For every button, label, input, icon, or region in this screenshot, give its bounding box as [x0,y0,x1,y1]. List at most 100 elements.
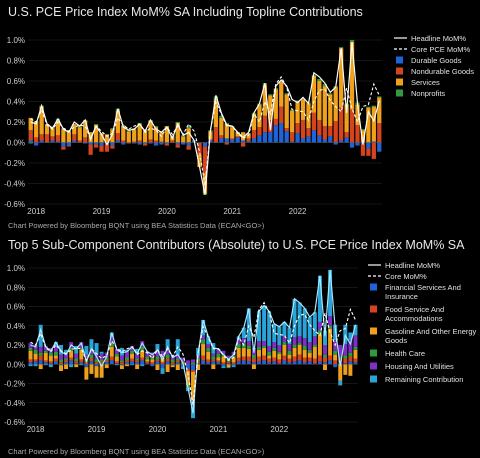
y-tick-label: -0.4% [4,180,25,189]
bar-segment [33,349,38,354]
bar-segment [343,364,348,375]
bar-segment [164,143,170,146]
bar-segment [284,94,289,129]
bar-segment [66,131,71,143]
bar-segment [99,351,104,354]
bar-segment [312,363,317,365]
legend-label: Goods [385,336,407,345]
bar-segment [39,140,44,143]
bar-segment [282,336,287,343]
bar-segment [170,362,175,365]
bar-segment [201,335,206,340]
bar-segment [292,356,297,362]
bar-segment [170,135,175,137]
bar-segment [125,364,129,367]
bar-segment [262,360,267,365]
bar-segment [208,140,213,143]
y-tick-label: -0.6% [4,200,25,209]
bar-segment [114,348,119,354]
bar-segment [371,141,376,143]
legend-swatch [396,89,403,97]
bar-segment [155,356,160,360]
bar-segment [175,354,180,359]
bar-segment [297,302,302,337]
bar-segment [125,362,129,365]
bar-segment [306,128,311,137]
bar-segment [43,362,48,365]
legend-label: Accommodations [385,314,443,323]
bar-segment [295,123,300,134]
x-tick-label: 2018 [27,207,45,216]
bar-segment [267,311,272,346]
bar-segment [39,134,44,141]
bar-segment [125,349,129,352]
bar-segment [140,350,145,358]
bar-segment [34,122,39,138]
bar-segment [272,357,277,362]
y-tick-label: 0.4% [7,98,25,107]
bar-segment [333,142,338,145]
bar-segment [201,344,206,356]
bar-segment [93,144,99,148]
bar-segment [287,344,292,351]
bar-segment [64,353,69,359]
legend-swatch [370,305,377,313]
bar-segment [317,355,322,362]
bar-segment [109,346,114,357]
bar-segment [89,361,94,365]
bar-segment [155,350,160,357]
bar-segment [348,352,353,357]
bar-segment [272,350,277,358]
bar-segment [262,132,268,143]
bar-segment [226,363,231,365]
bar-segment [300,138,306,143]
bar-segment [251,362,256,365]
bar-segment [109,360,114,365]
bar-segment [224,142,229,145]
bar-segment [246,345,251,349]
bar-segment [89,349,94,355]
bar-segment [333,120,338,143]
bar-segment [312,345,317,347]
bar-segment [48,364,53,368]
bar-segment [219,115,224,118]
bar-segment [153,142,159,146]
bar-segment [175,142,180,145]
bar-segment [241,356,246,361]
bar-segment [148,120,153,140]
bar-segment [333,87,338,121]
bar-segment [185,370,190,386]
bar-segment [88,142,93,145]
legend-label: Durable Goods [411,56,462,65]
bar-segment [231,357,236,363]
bar-segment [84,354,89,360]
x-tick-label: 2018 [27,425,45,434]
bar-segment [137,142,142,145]
bar-segment [300,99,306,120]
bar-segment [132,142,137,144]
bar-segment [94,343,99,355]
bar-segment [317,334,322,356]
bar-segment [140,360,145,365]
bar-segment [64,358,69,361]
bar-segment [185,369,190,371]
bar-segment [114,364,119,366]
bar-segment [50,136,55,141]
bar-segment [279,81,284,83]
x-tick-label: 2020 [149,425,167,434]
bar-segment [150,357,155,360]
bar-segment [338,356,343,359]
top-chart: 1.0%0.8%0.6%0.4%0.2%0.0%-0.2%-0.4%-0.6%2… [4,34,474,230]
legend-label: Remaining Contribution [385,375,463,384]
bar-segment [235,132,240,137]
bar-segment [240,132,246,141]
bar-segment [43,345,48,351]
bar-segment [312,336,317,345]
bar-segment [262,115,268,133]
bar-segment [140,357,145,361]
bar-segment [160,350,165,356]
bottom-chart: 1.0%0.8%0.6%0.4%0.2%0.0%-0.2%-0.4%-0.6%2… [4,261,476,456]
bar-segment [160,364,165,369]
legend-label: Core PCE MoM% [411,45,471,54]
bar-segment [353,349,358,359]
